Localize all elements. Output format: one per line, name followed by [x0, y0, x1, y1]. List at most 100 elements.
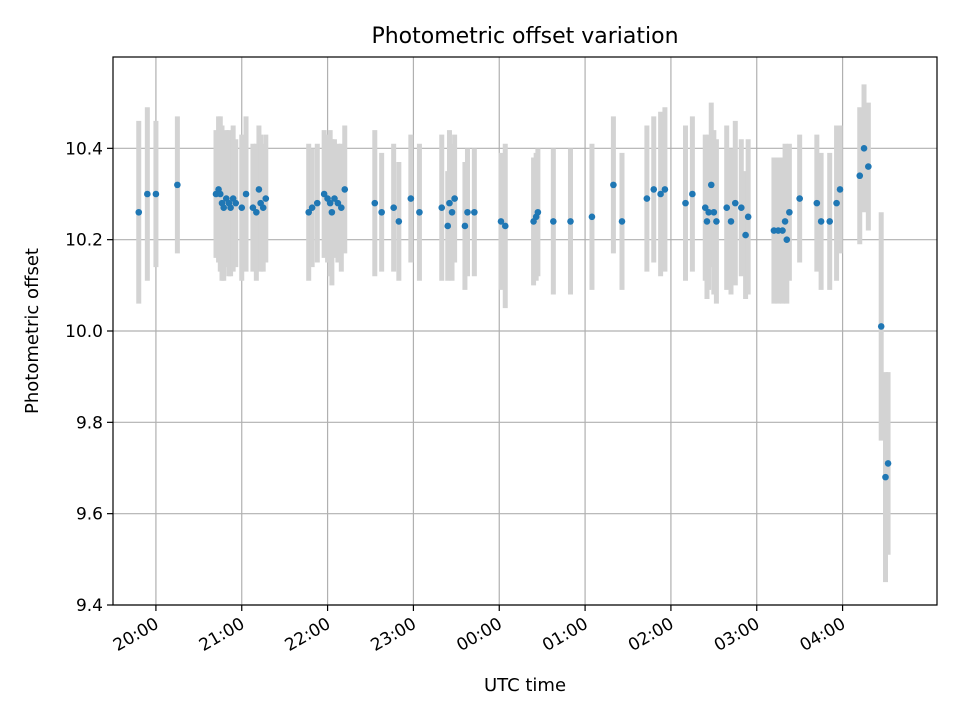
- data-point: [328, 208, 336, 216]
- data-point: [313, 199, 321, 207]
- data-point: [174, 181, 181, 189]
- data-point: [451, 195, 458, 202]
- data-point: [220, 204, 228, 211]
- data-point: [371, 199, 379, 207]
- data-point: [326, 199, 334, 207]
- chart-title: Photometric offset variation: [371, 24, 678, 49]
- data-point: [882, 473, 889, 481]
- y-tick-label: 10.4: [65, 139, 103, 159]
- data-point: [341, 186, 349, 193]
- data-point: [701, 204, 709, 211]
- data-point: [731, 199, 739, 207]
- data-point: [610, 181, 617, 189]
- data-point: [588, 213, 596, 221]
- y-axis-label: Photometric offset: [22, 248, 43, 414]
- data-point: [135, 208, 143, 216]
- data-point: [238, 204, 246, 211]
- data-point: [813, 199, 821, 207]
- x-tick-label: 22:00: [282, 614, 334, 656]
- x-tick-label: 21:00: [196, 614, 248, 656]
- data-point: [438, 204, 446, 211]
- data-point: [796, 195, 803, 202]
- data-point: [395, 218, 403, 225]
- data-point: [727, 218, 735, 225]
- data-point: [779, 227, 786, 234]
- y-tick-label: 9.4: [76, 596, 103, 616]
- data-point: [255, 186, 263, 193]
- data-point: [308, 204, 316, 211]
- x-tick-label: 20:00: [110, 614, 162, 656]
- data-point: [378, 208, 385, 216]
- error-bars: [136, 84, 891, 583]
- data-point: [259, 204, 267, 211]
- data-point: [390, 204, 397, 211]
- data-point: [705, 208, 712, 216]
- data-point: [464, 208, 471, 216]
- data-point: [448, 208, 456, 216]
- data-point: [262, 195, 270, 202]
- data-point: [334, 199, 342, 207]
- x-tick-label: 01:00: [539, 614, 591, 656]
- data-point: [836, 186, 844, 193]
- data-point: [338, 204, 345, 211]
- data-point: [884, 460, 892, 467]
- data-point: [534, 208, 542, 216]
- data-point: [501, 222, 509, 230]
- data-point: [144, 190, 151, 198]
- data-point: [216, 190, 224, 198]
- data-point: [242, 190, 250, 198]
- data-point: [781, 218, 789, 225]
- data-point: [860, 145, 868, 152]
- data-point: [856, 172, 864, 180]
- data-point: [305, 208, 313, 216]
- data-point: [833, 199, 840, 207]
- y-tick-label: 9.8: [76, 413, 103, 433]
- data-point: [643, 195, 651, 202]
- data-point: [877, 323, 885, 330]
- data-point: [713, 218, 720, 225]
- data-point: [232, 199, 240, 207]
- data-point: [152, 190, 160, 198]
- data-point: [320, 190, 328, 198]
- data-point: [703, 218, 711, 225]
- data-point: [710, 208, 718, 216]
- data-point: [550, 218, 557, 225]
- data-point: [461, 222, 469, 230]
- data-point: [682, 199, 689, 207]
- data-point: [783, 236, 791, 243]
- data-point: [444, 222, 452, 230]
- data-point: [253, 208, 260, 216]
- data-point: [723, 204, 731, 211]
- data-point: [416, 208, 423, 216]
- x-axis-label: UTC time: [484, 675, 566, 696]
- data-point: [657, 190, 664, 198]
- data-point: [817, 218, 825, 225]
- data-point: [471, 208, 478, 216]
- data-point: [567, 218, 574, 225]
- x-tick-label: 03:00: [711, 614, 763, 656]
- data-point: [689, 190, 696, 198]
- y-tick-label: 10.2: [65, 231, 103, 251]
- data-point: [618, 218, 626, 225]
- data-point: [446, 199, 453, 207]
- data-point: [650, 186, 658, 193]
- y-tick-label: 9.6: [76, 505, 103, 525]
- x-axis-ticks: 20:00 21:00 22:00 23:00 00:00 01:00 02:00 03:00…: [110, 605, 849, 656]
- y-axis-ticks: 9.4 9.6 9.8 10.0 10.2 10.4: [65, 139, 113, 616]
- x-tick-label: 00:00: [453, 614, 505, 656]
- data-point: [331, 195, 338, 202]
- data-point: [227, 204, 234, 211]
- data-point: [826, 218, 834, 225]
- y-tick-label: 10.0: [65, 322, 103, 342]
- data-point: [744, 213, 752, 221]
- data-point: [742, 231, 749, 239]
- data-point: [786, 208, 793, 216]
- x-tick-label: 04:00: [797, 614, 849, 656]
- data-points: [135, 145, 892, 481]
- data-point: [707, 181, 715, 189]
- data-point: [497, 218, 505, 225]
- x-tick-label: 02:00: [625, 614, 677, 656]
- data-point: [865, 163, 872, 170]
- data-point: [661, 186, 669, 193]
